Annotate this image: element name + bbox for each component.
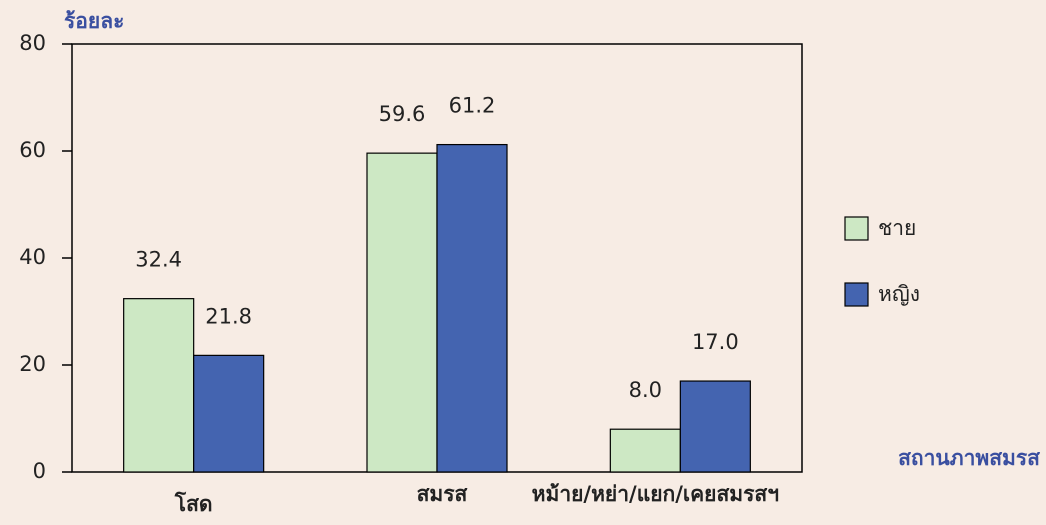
y-tick-label: 0 <box>33 459 46 483</box>
y-tick-label: 20 <box>19 352 46 376</box>
data-label: 32.4 <box>135 248 182 272</box>
data-label: 8.0 <box>629 378 662 402</box>
y-tick-label: 80 <box>19 31 46 55</box>
bar <box>609 428 681 473</box>
y-tick-label: 40 <box>19 245 46 269</box>
legend-label: หญิง <box>878 282 920 306</box>
bar <box>436 143 508 473</box>
data-label: 61.2 <box>449 94 496 118</box>
x-tick-label: โสด <box>174 491 213 516</box>
bar <box>679 380 751 473</box>
x-tick-label: สมรส <box>417 482 468 506</box>
legend-swatch <box>844 282 869 307</box>
bar <box>366 152 438 473</box>
y-tick-label: 60 <box>19 138 46 162</box>
data-label: 59.6 <box>379 102 426 126</box>
data-label: 17.0 <box>692 330 739 354</box>
data-label: 21.8 <box>205 304 252 328</box>
x-tick-label: หม้าย/หย่า/แยก/เคยสมรสฯ <box>532 482 779 506</box>
legend-swatch <box>844 216 869 241</box>
bar <box>123 298 195 473</box>
y-axis-title: ร้อยละ <box>64 9 124 33</box>
bar <box>193 354 265 473</box>
x-axis-title: สถานภาพสมรส <box>898 446 1040 470</box>
legend-label: ชาย <box>878 216 916 240</box>
